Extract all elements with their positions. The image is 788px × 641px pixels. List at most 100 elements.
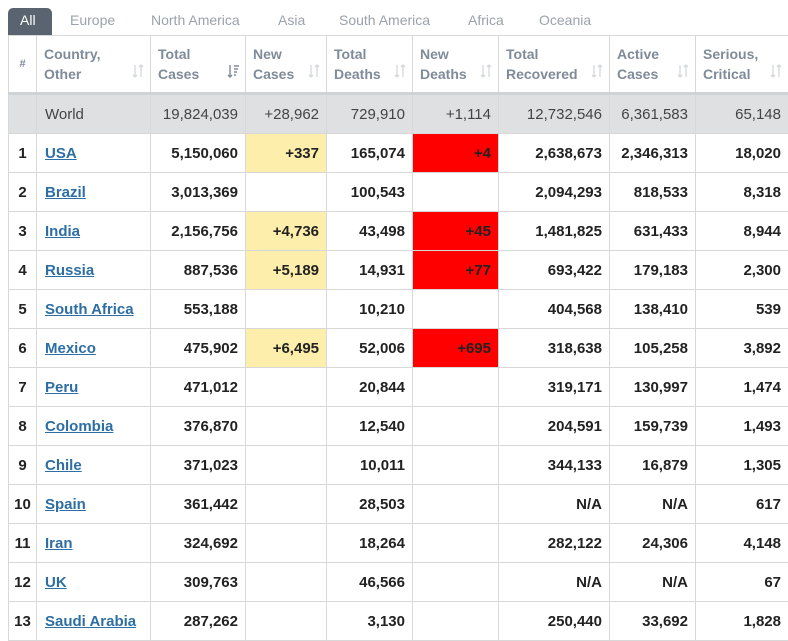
total-recovered-cell: N/A	[498, 484, 610, 524]
serious-critical-cell: 1,305	[695, 445, 788, 485]
active-cases-cell: 24,306	[609, 523, 696, 563]
country-link[interactable]: Chile	[45, 456, 82, 474]
new-deaths-cell: +45	[412, 211, 499, 251]
table-row: 8 Colombia 376,870 12,540 204,591 159,739 1,49…	[8, 406, 788, 446]
sort-icon[interactable]	[677, 64, 689, 78]
new-deaths-cell: +4	[412, 133, 499, 173]
tab-africa[interactable]: Africa	[468, 12, 504, 28]
table-row: 6 Mexico 475,902 +6,495 52,006 +695 318,638 105…	[8, 328, 788, 368]
country-cell: UK	[36, 562, 151, 602]
total-cases-cell: 376,870	[150, 406, 246, 446]
total-deaths-cell: 18,264	[326, 523, 413, 563]
sort-icon[interactable]	[480, 64, 492, 78]
serious-critical-cell: 1,828	[695, 601, 788, 641]
active-cases-cell: 33,692	[609, 601, 696, 641]
country-link[interactable]: Peru	[45, 378, 79, 396]
sort-icon[interactable]	[132, 64, 144, 78]
active-cases-cell: N/A	[609, 484, 696, 524]
total-recovered-cell: 2,638,673	[498, 133, 610, 173]
country-link[interactable]: Saudi Arabia	[45, 612, 137, 630]
header-country[interactable]: Country, Other	[36, 35, 151, 95]
row-index: 8	[8, 406, 37, 446]
row-index: 3	[8, 211, 37, 251]
country-cell: Peru	[36, 367, 151, 407]
total-cases-cell: 2,156,756	[150, 211, 246, 251]
active-cases-cell: 159,739	[609, 406, 696, 446]
total-deaths-cell: 52,006	[326, 328, 413, 368]
serious-critical-cell: 65,148	[695, 93, 788, 134]
row-index: 4	[8, 250, 37, 290]
new-cases-cell: +5,189	[245, 250, 327, 290]
row-index: 5	[8, 289, 37, 329]
region-tabs: All Europe North America Asia South Amer…	[0, 0, 788, 35]
total-recovered-cell: 12,732,546	[498, 93, 610, 134]
total-deaths-cell: 43,498	[326, 211, 413, 251]
country-link[interactable]: Spain	[45, 495, 86, 513]
table-row: 11 Iran 324,692 18,264 282,122 24,306 4,148	[8, 523, 788, 563]
new-cases-cell	[245, 367, 327, 407]
new-cases-cell	[245, 484, 327, 524]
tab-oceania[interactable]: Oceania	[539, 12, 592, 28]
header-total-recovered[interactable]: Total Recovered	[498, 35, 610, 95]
tab-europe[interactable]: Europe	[70, 12, 116, 28]
header-new-deaths[interactable]: New Deaths	[412, 35, 499, 95]
country-link[interactable]: India	[45, 222, 81, 240]
total-cases-cell: 324,692	[150, 523, 246, 563]
total-deaths-cell: 729,910	[326, 93, 413, 134]
new-cases-cell	[245, 562, 327, 602]
header-total-deaths[interactable]: Total Deaths	[326, 35, 413, 95]
table-row: 10 Spain 361,442 28,503 N/A N/A 617	[8, 484, 788, 524]
header-active-cases[interactable]: Active Cases	[609, 35, 696, 95]
sort-icon[interactable]	[770, 64, 782, 78]
serious-critical-cell: 539	[695, 289, 788, 329]
country-link[interactable]: Russia	[45, 261, 95, 279]
tab-all[interactable]: All	[8, 8, 52, 35]
table-row: 2 Brazil 3,013,369 100,543 2,094,293 818,533 8…	[8, 172, 788, 212]
total-recovered-cell: 318,638	[498, 328, 610, 368]
new-deaths-cell	[412, 172, 499, 212]
new-cases-cell: +28,962	[245, 93, 327, 134]
country-link[interactable]: USA	[45, 144, 77, 162]
table-row: 9 Chile 371,023 10,011 344,133 16,879 1,305	[8, 445, 788, 485]
country-cell: Chile	[36, 445, 151, 485]
active-cases-cell: 130,997	[609, 367, 696, 407]
country-link[interactable]: UK	[45, 573, 67, 591]
sort-icon[interactable]	[308, 64, 320, 78]
country-link[interactable]: Iran	[45, 534, 73, 552]
tab-asia[interactable]: Asia	[278, 12, 306, 28]
header-serious-critical[interactable]: Serious, Critical	[695, 35, 788, 95]
header-new-cases[interactable]: New Cases	[245, 35, 327, 95]
new-deaths-cell	[412, 484, 499, 524]
country-cell: World	[36, 93, 151, 134]
new-deaths-cell	[412, 523, 499, 563]
total-recovered-cell: 404,568	[498, 289, 610, 329]
serious-critical-cell: 617	[695, 484, 788, 524]
total-cases-cell: 361,442	[150, 484, 246, 524]
serious-critical-cell: 1,474	[695, 367, 788, 407]
sort-icon[interactable]	[394, 64, 406, 78]
table-row: 5 South Africa 553,188 10,210 404,568 138,410…	[8, 289, 788, 329]
sort-icon[interactable]	[591, 64, 603, 78]
sort-desc-icon[interactable]	[227, 64, 239, 78]
header-index: #	[8, 35, 37, 95]
total-deaths-cell: 3,130	[326, 601, 413, 641]
tab-south-america[interactable]: South America	[339, 12, 431, 28]
country-cell: Brazil	[36, 172, 151, 212]
covid-stats-table: # Country, Other Total Cases New Cases Tota…	[8, 35, 788, 641]
new-cases-cell	[245, 523, 327, 563]
header-total-cases[interactable]: Total Cases	[150, 35, 246, 95]
row-index: 7	[8, 367, 37, 407]
country-link[interactable]: Brazil	[45, 183, 86, 201]
total-deaths-cell: 165,074	[326, 133, 413, 173]
row-index: 13	[8, 601, 37, 641]
total-recovered-cell: 250,440	[498, 601, 610, 641]
country-link[interactable]: Mexico	[45, 339, 96, 357]
total-recovered-cell: 204,591	[498, 406, 610, 446]
total-recovered-cell: 693,422	[498, 250, 610, 290]
table-header-row: # Country, Other Total Cases New Cases Tota…	[8, 35, 788, 95]
country-link[interactable]: Colombia	[45, 417, 114, 435]
total-cases-cell: 553,188	[150, 289, 246, 329]
total-deaths-cell: 12,540	[326, 406, 413, 446]
tab-north-america[interactable]: North America	[151, 12, 240, 28]
country-link[interactable]: South Africa	[45, 300, 134, 318]
